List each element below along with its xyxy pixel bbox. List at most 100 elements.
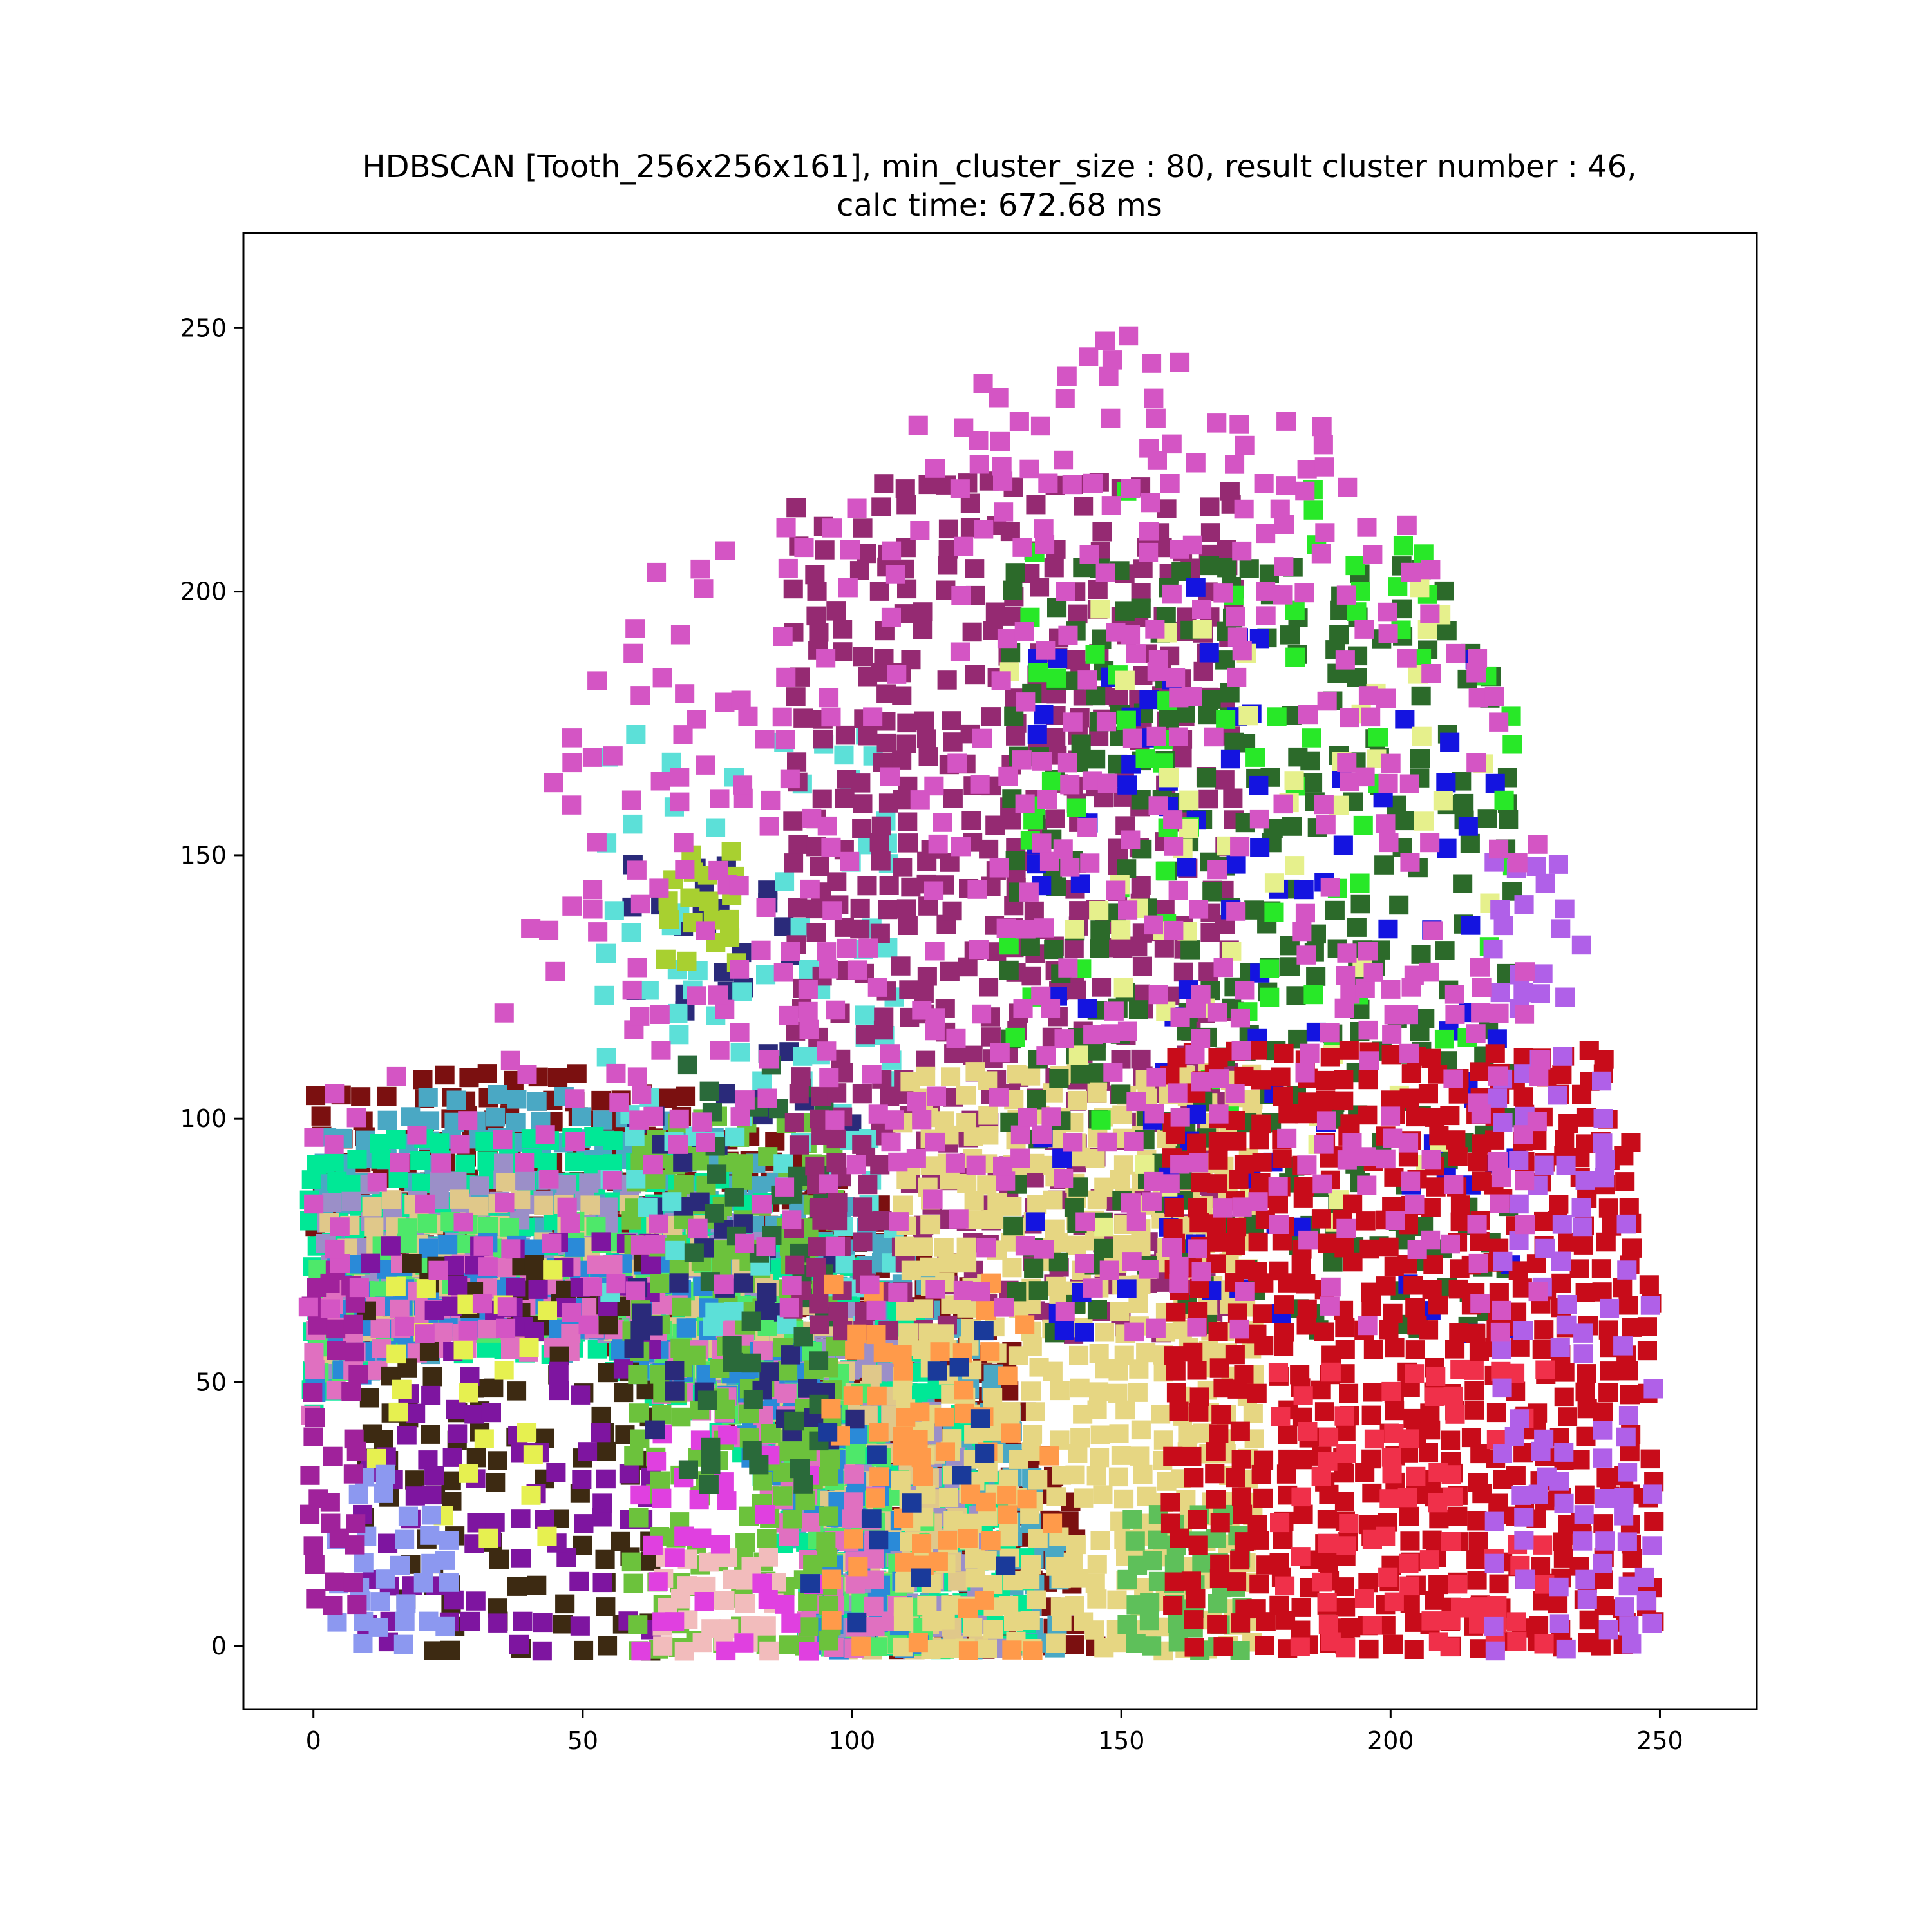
point: [1393, 536, 1413, 556]
point: [1159, 768, 1179, 788]
point: [958, 1529, 978, 1548]
point: [961, 811, 981, 830]
point: [822, 1569, 842, 1589]
point: [849, 561, 869, 580]
point: [1131, 1049, 1151, 1069]
point: [676, 1086, 696, 1106]
point: [1086, 749, 1106, 769]
point: [962, 622, 982, 642]
point: [639, 981, 659, 1000]
point: [1125, 1531, 1145, 1551]
point: [1464, 1381, 1484, 1401]
point: [853, 518, 873, 538]
point: [963, 1045, 983, 1065]
point: [676, 1318, 696, 1338]
point: [1335, 1318, 1355, 1338]
point: [1216, 710, 1236, 729]
point: [871, 851, 891, 871]
point: [1353, 815, 1373, 835]
point: [1188, 1535, 1208, 1555]
point: [1023, 1425, 1043, 1444]
point: [1461, 1428, 1481, 1448]
chart-title-line-2: calc time: 672.68 ms: [837, 187, 1162, 223]
point: [937, 670, 957, 690]
point: [908, 1430, 928, 1449]
point: [528, 1280, 548, 1299]
point: [757, 1283, 777, 1302]
point: [1090, 1425, 1110, 1444]
point: [1184, 1610, 1204, 1629]
point: [1001, 1423, 1021, 1443]
point: [1347, 668, 1367, 687]
point: [1226, 1111, 1245, 1130]
point: [1206, 1490, 1226, 1509]
point: [446, 1090, 466, 1110]
point: [534, 1195, 554, 1215]
point: [1395, 710, 1415, 729]
point: [928, 1552, 948, 1571]
point: [866, 1488, 886, 1508]
point: [810, 1315, 829, 1334]
point: [1054, 1320, 1074, 1340]
point: [565, 1152, 585, 1172]
point: [604, 901, 624, 920]
point: [1113, 1155, 1133, 1175]
point: [806, 1258, 826, 1277]
point: [1468, 1152, 1488, 1172]
point: [348, 1484, 368, 1504]
point: [759, 1641, 779, 1661]
point: [650, 1274, 670, 1293]
point: [1247, 1515, 1267, 1535]
point: [833, 620, 853, 639]
point: [1347, 602, 1367, 621]
point: [370, 1592, 390, 1611]
point: [701, 1455, 721, 1475]
point: [892, 1345, 912, 1364]
point: [1068, 604, 1088, 624]
point: [1050, 1381, 1070, 1401]
point: [381, 1190, 401, 1209]
point: [1086, 1466, 1106, 1486]
point: [789, 1084, 809, 1104]
point: [478, 1319, 498, 1339]
point: [847, 1324, 867, 1344]
point: [844, 1492, 864, 1511]
point: [1087, 1589, 1107, 1609]
point: [844, 1464, 864, 1484]
point: [571, 1385, 591, 1405]
point: [410, 1151, 430, 1170]
point: [949, 1358, 969, 1377]
point: [1247, 1262, 1267, 1282]
point: [1142, 1551, 1162, 1571]
point: [1028, 1281, 1048, 1300]
point: [321, 1513, 341, 1533]
point: [1252, 1153, 1272, 1172]
point: [1436, 773, 1456, 793]
point: [351, 1087, 371, 1106]
point: [1092, 978, 1112, 997]
point: [1115, 1400, 1135, 1420]
point: [1422, 1530, 1442, 1550]
point: [300, 1211, 320, 1231]
point: [305, 1360, 325, 1379]
point: [494, 1361, 514, 1380]
point: [1227, 1217, 1247, 1237]
point: [375, 1464, 395, 1484]
point: [977, 1551, 997, 1571]
point: [345, 1294, 365, 1313]
point: [857, 876, 877, 896]
point: [844, 1530, 864, 1549]
point: [361, 1253, 381, 1273]
point: [1090, 920, 1110, 940]
point: [366, 1448, 386, 1468]
point: [419, 1611, 439, 1631]
point: [1163, 1446, 1183, 1466]
point: [1089, 900, 1109, 920]
point: [1160, 1493, 1180, 1512]
point: [405, 1470, 425, 1490]
point: [869, 1530, 889, 1550]
point: [499, 1218, 519, 1237]
point: [1225, 1345, 1245, 1365]
point: [939, 1488, 959, 1508]
point: [1274, 1323, 1294, 1342]
